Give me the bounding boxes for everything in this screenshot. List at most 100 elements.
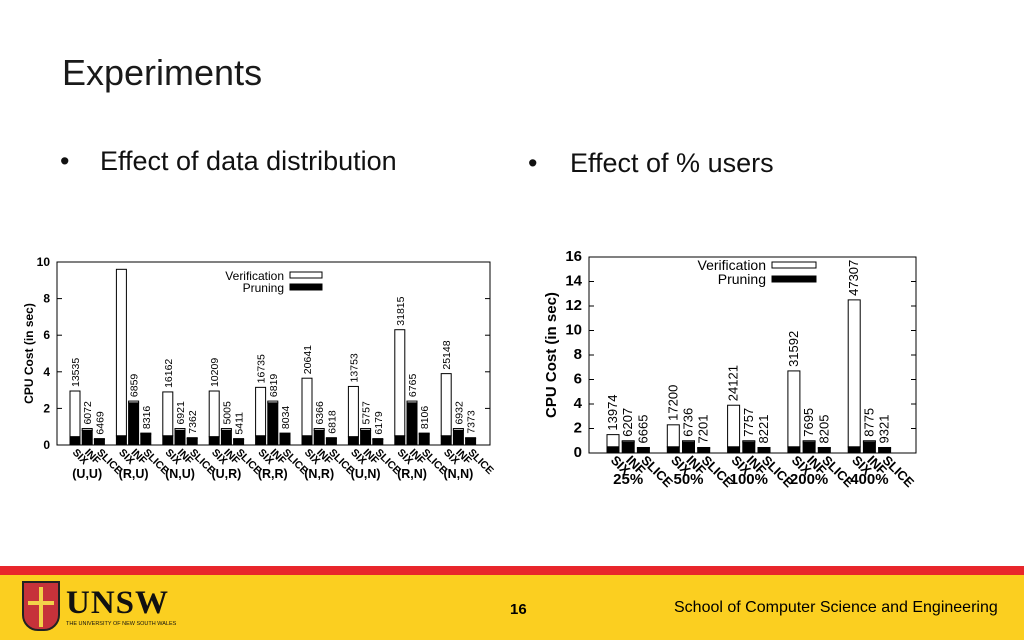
bar-value-label: 31592 (786, 331, 801, 367)
unsw-logo: UNSW THE UNIVERSITY OF NEW SOUTH WALES (22, 581, 176, 633)
bar-verification (69, 390, 81, 438)
bar-value-label: 6366 (314, 401, 326, 425)
group-label: 100% (730, 471, 768, 488)
bar-verification (208, 390, 220, 438)
legend-swatch (771, 261, 817, 269)
bar-verification (255, 386, 267, 437)
bar-value-label: 6859 (129, 374, 141, 398)
bar-value-label: 13535 (70, 358, 82, 387)
bar-pruning (115, 435, 127, 446)
bar-pruning (878, 447, 892, 454)
bar-value-label: 13753 (348, 353, 360, 382)
bar-pruning (621, 441, 635, 454)
bar-value-label: 6736 (681, 408, 696, 437)
bar-value-label: 5411 (234, 412, 246, 435)
bullet-text: Effect of % users (570, 148, 774, 178)
bar-pruning (666, 446, 680, 454)
bar-value-label: 6665 (635, 415, 650, 444)
slide-title: Experiments (62, 52, 263, 93)
bar-value-label: 7201 (696, 415, 711, 444)
y-tick-label: 12 (565, 297, 582, 314)
bar-pruning (697, 447, 711, 454)
y-tick-label: 4 (574, 395, 583, 412)
bar-value-label: 6819 (268, 374, 280, 398)
bar-pruning (128, 402, 140, 446)
bar-pruning (727, 446, 741, 454)
y-tick-label: 2 (43, 401, 50, 415)
legend-label: Pruning (718, 271, 766, 287)
y-tick-label: 8 (574, 346, 582, 363)
y-tick-label: 6 (43, 328, 50, 342)
legend-label: Verification (225, 269, 284, 283)
bar-value-label: 6818 (326, 410, 338, 434)
legend-swatch (771, 275, 817, 283)
y-tick-label: 6 (574, 371, 582, 388)
group-label: (N,R) (304, 467, 334, 481)
bar-value-label: 7757 (741, 408, 756, 437)
bar-value-label: 6072 (82, 401, 94, 425)
y-tick-label: 2 (574, 420, 582, 437)
school-name: School of Computer Science and Engineeri… (674, 599, 998, 616)
bar-value-label: 24121 (726, 365, 741, 401)
bar-pruning (220, 429, 232, 446)
bar-verification (162, 391, 174, 437)
bar-verification (394, 329, 406, 437)
bar-verification (347, 385, 359, 438)
bar-verification (727, 404, 741, 448)
bar-value-label: 6765 (407, 374, 419, 398)
group-label: 200% (790, 471, 828, 488)
bullet-percent-users: • Effect of % users (528, 148, 774, 179)
bar-pruning (301, 435, 313, 446)
group-label: 50% (673, 471, 703, 488)
group-label: 400% (850, 471, 888, 488)
y-tick-label: 0 (574, 444, 582, 461)
y-tick-label: 14 (565, 273, 582, 290)
bar-value-label: 8316 (141, 406, 153, 430)
bar-value-label: 6179 (373, 411, 385, 435)
bar-pruning (418, 433, 430, 446)
bar-pruning (406, 402, 418, 446)
bar-value-label: 20641 (302, 345, 314, 374)
bar-pruning (802, 441, 816, 454)
bar-value-label: 7373 (466, 410, 478, 434)
bar-pruning (69, 436, 81, 446)
group-label: (U,R) (211, 467, 241, 481)
bar-pruning (255, 435, 267, 446)
legend-label: Pruning (243, 281, 284, 295)
bar-pruning (233, 439, 245, 446)
bar-value-label: 13974 (605, 394, 620, 430)
bar-verification (787, 370, 801, 448)
bar-value-label: 9321 (877, 415, 892, 444)
bar-pruning (606, 446, 620, 454)
bar-value-label: 8106 (419, 406, 431, 430)
bar-pruning (452, 429, 464, 446)
bar-pruning (372, 439, 384, 446)
bar-value-label: 16735 (256, 354, 268, 383)
footer-stripe (0, 566, 1024, 575)
bar-value-label: 6207 (620, 408, 635, 437)
bar-pruning (360, 429, 372, 446)
legend-swatch (289, 271, 323, 279)
y-tick-label: 16 (565, 248, 582, 265)
bar-value-label: 8221 (756, 415, 771, 444)
bar-pruning (208, 436, 220, 446)
bar-verification (301, 377, 313, 437)
bar-pruning (81, 429, 93, 446)
group-label: (N,U) (165, 467, 195, 481)
page-number: 16 (510, 601, 527, 618)
y-tick-label: 4 (43, 365, 50, 379)
group-label: (N,N) (443, 467, 473, 481)
bar-value-label: 5757 (361, 401, 373, 425)
bar-pruning (847, 446, 861, 454)
y-tick-label: 10 (565, 322, 582, 339)
bar-pruning (682, 441, 695, 454)
bar-value-label: 8205 (816, 415, 831, 444)
y-axis-label: CPU Cost (in sec) (22, 303, 36, 404)
bar-pruning (394, 435, 406, 446)
bar-pruning (465, 438, 477, 446)
bar-value-label: 25148 (441, 340, 453, 369)
bar-pruning (174, 429, 186, 446)
bar-pruning (186, 438, 198, 446)
y-tick-label: 8 (43, 292, 50, 306)
